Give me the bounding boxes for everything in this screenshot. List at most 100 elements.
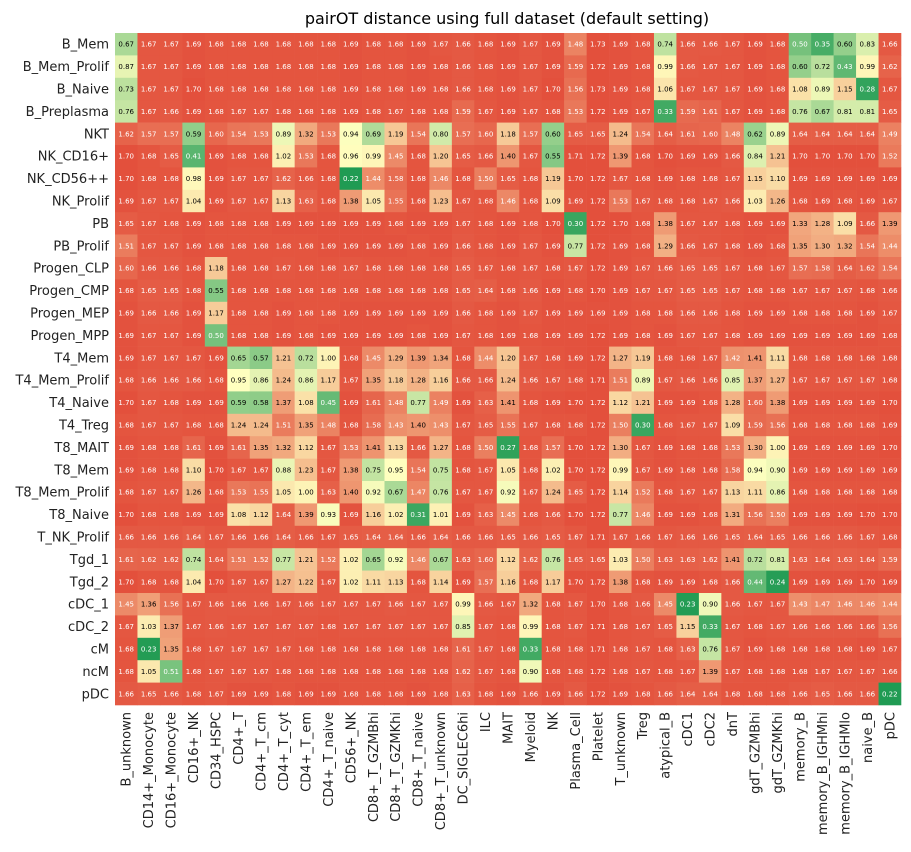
heatmap-cell (676, 369, 700, 392)
cell-value-label: 1.69 (500, 86, 516, 94)
cell-value-label: 1.65 (545, 534, 561, 542)
heatmap-cell (272, 570, 295, 594)
cell-value-label: 1.62 (163, 556, 179, 564)
heatmap-cell (564, 189, 587, 213)
cell-value-label: 0.59 (186, 130, 202, 138)
cell-value-label: 1.66 (455, 534, 471, 542)
heatmap-cell (788, 33, 812, 56)
heatmap-cell (182, 189, 206, 213)
cell-value-label: 1.68 (680, 198, 696, 206)
heatmap-cell (159, 369, 183, 392)
cell-value-label: 1.68 (702, 578, 718, 586)
heatmap-cell (788, 436, 812, 459)
cell-value-label: 1.69 (612, 86, 628, 94)
heatmap-cell (541, 77, 565, 101)
cell-value-label: 1.64 (837, 265, 853, 273)
cell-value-label: 1.66 (410, 444, 426, 452)
heatmap-cell (115, 391, 138, 415)
heatmap-cell (339, 369, 363, 392)
heatmap-cell (856, 279, 879, 303)
heatmap-cell (137, 458, 161, 482)
heatmap-cell (788, 682, 812, 706)
cell-value-label: 1.39 (882, 220, 898, 228)
cell-value-label: 1.67 (478, 623, 494, 631)
heatmap-cell (541, 548, 565, 571)
heatmap-cell (586, 369, 610, 392)
cell-value-label: 1.69 (118, 466, 134, 474)
heatmap-cell (249, 369, 273, 392)
cell-value-label: 1.69 (837, 511, 853, 519)
cell-value-label: 1.67 (231, 466, 247, 474)
heatmap-cell (788, 637, 812, 661)
cell-value-label: 1.68 (837, 646, 853, 654)
heatmap-cell (272, 525, 295, 549)
cell-value-label: 1.52 (253, 556, 269, 564)
heatmap-cell (811, 122, 834, 146)
heatmap-cell (249, 257, 273, 280)
heatmap-cell (227, 279, 251, 303)
column-label: Platelet (591, 712, 606, 761)
cell-value-label: 1.70 (118, 578, 134, 586)
cell-value-label: 1.67 (747, 601, 763, 609)
heatmap-cell (811, 324, 834, 347)
cell-value-label: 0.28 (860, 86, 876, 94)
heatmap-cell (496, 525, 520, 549)
row-label: Progen_CLP (33, 262, 109, 277)
heatmap-cell (788, 301, 812, 325)
column-labels: B_unknown CD14+_Monocyte CD16+_Monocyte CD1… (120, 712, 899, 835)
heatmap-cell (137, 637, 161, 661)
cell-value-label: 1.35 (365, 377, 381, 385)
cell-value-label: 1.68 (523, 220, 539, 228)
cell-value-label: 1.69 (860, 399, 876, 407)
cell-value-label: 1.69 (410, 690, 426, 698)
heatmap-cell (856, 234, 879, 258)
heatmap-cell (204, 324, 228, 347)
cell-value-label: 0.84 (747, 153, 763, 161)
heatmap-cell (406, 660, 430, 683)
heatmap-cell (811, 167, 834, 191)
column-label: atypical_B (659, 712, 674, 779)
heatmap-cell (766, 33, 790, 56)
heatmap-cell (541, 682, 565, 706)
cell-value-label: 1.67 (837, 377, 853, 385)
heatmap-cell (317, 682, 340, 706)
cell-value-label: 0.88 (276, 466, 292, 474)
cell-value-label: 1.66 (163, 310, 179, 318)
cell-value-label: 1.50 (612, 422, 628, 430)
cell-value-label: 1.28 (725, 399, 741, 407)
cell-value-label: 1.65 (500, 534, 516, 542)
cell-value-label: 1.67 (815, 377, 831, 385)
heatmap-cell (182, 234, 206, 258)
cell-value-label: 1.66 (882, 668, 898, 676)
cell-value-label: 1.51 (276, 422, 292, 430)
heatmap-cell (788, 77, 812, 101)
cell-value-label: 1.69 (792, 444, 808, 452)
heatmap-cell (721, 33, 745, 56)
cell-value-label: 1.68 (298, 332, 314, 340)
heatmap-cell (676, 458, 700, 482)
heatmap-cell (541, 122, 565, 146)
cell-value-label: 1.69 (837, 175, 853, 183)
cell-value-label: 1.67 (680, 86, 696, 94)
cell-value-label: 1.69 (410, 86, 426, 94)
cell-value-label: 1.58 (388, 175, 404, 183)
cell-value-label: 1.69 (410, 41, 426, 49)
heatmap-cell (429, 458, 453, 482)
cell-value-label: 1.68 (208, 489, 224, 497)
cell-value-label: 1.59 (680, 108, 696, 116)
heatmap-cell (676, 637, 700, 661)
heatmap-cell (474, 413, 498, 437)
cell-value-label: 1.59 (568, 63, 584, 71)
cell-value-label: 1.53 (253, 130, 269, 138)
cell-value-label: 1.68 (410, 668, 426, 676)
cell-value-label: 1.66 (455, 41, 471, 49)
cell-value-label: 1.60 (478, 130, 494, 138)
cell-value-label: 1.68 (141, 444, 157, 452)
heatmap-cell (811, 458, 834, 482)
heatmap-cell (766, 212, 790, 235)
heatmap-cell (182, 122, 206, 146)
cell-value-label: 1.35 (163, 646, 179, 654)
heatmap-cell (272, 660, 295, 683)
cell-value-label: 1.68 (725, 310, 741, 318)
heatmap-cell (878, 189, 902, 213)
